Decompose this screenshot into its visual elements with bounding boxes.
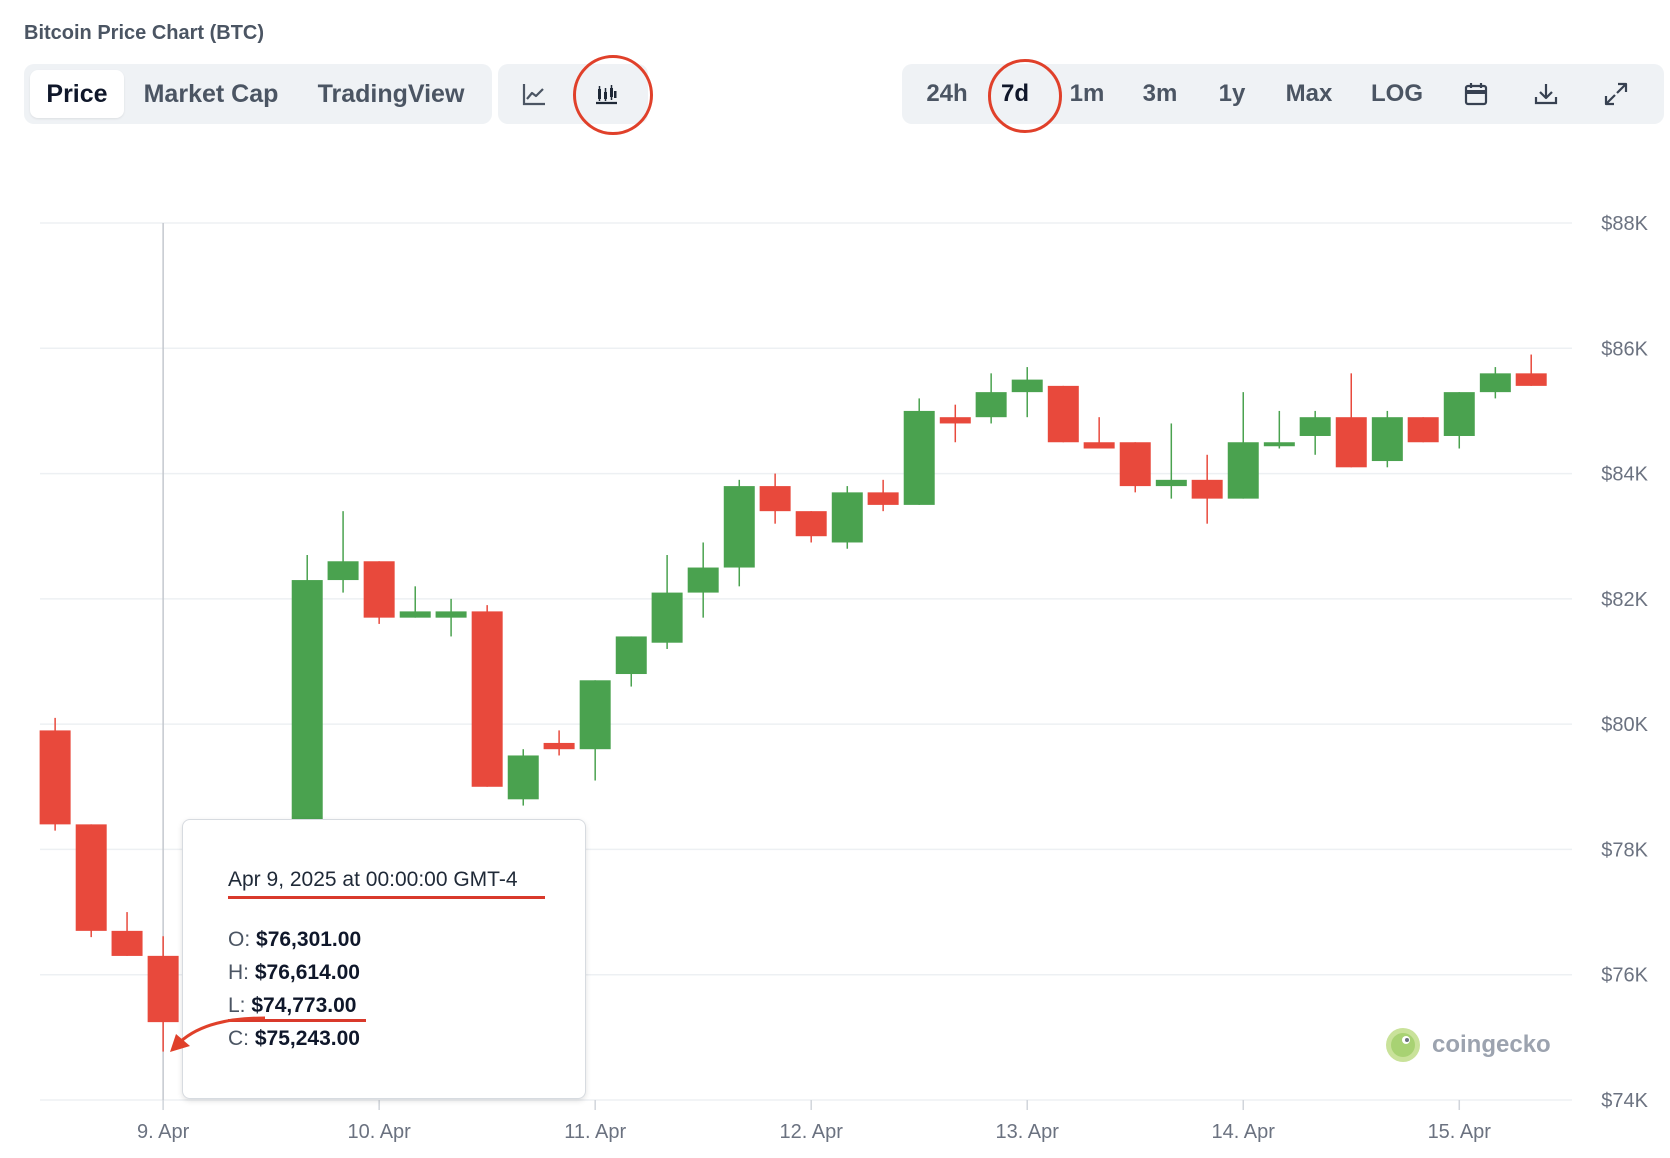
candle-down[interactable] (471, 611, 503, 787)
candle-up[interactable] (1479, 373, 1511, 393)
candle-up[interactable] (1443, 392, 1475, 436)
candle-down[interactable] (543, 742, 575, 750)
tooltip-close: C: $75,243.00 (228, 1027, 360, 1050)
tooltip-date-underline (228, 896, 545, 899)
y-tick-label: $78K (1601, 839, 1648, 861)
range-log[interactable]: LOG (1371, 80, 1423, 107)
candle-up[interactable] (1263, 442, 1295, 447)
candle-up[interactable] (831, 492, 863, 543)
candle-up[interactable] (435, 611, 467, 618)
candle-up[interactable] (579, 680, 611, 750)
candlestick-chart-button[interactable] (586, 74, 626, 114)
download-button[interactable] (1526, 74, 1566, 114)
fullscreen-button[interactable] (1596, 74, 1636, 114)
candle-down[interactable] (795, 511, 827, 537)
candle-up[interactable] (1371, 417, 1403, 462)
tab-tradingview[interactable]: TradingView (317, 80, 465, 108)
y-tick-label: $76K (1601, 965, 1648, 987)
candlestick-chart-icon (596, 85, 617, 105)
candle-down[interactable] (363, 561, 395, 618)
line-chart-icon (522, 84, 545, 106)
candle-down[interactable] (1083, 442, 1115, 449)
candle-up[interactable] (651, 592, 683, 643)
x-tick-label: 11. Apr (564, 1121, 626, 1143)
candle-down[interactable] (1119, 442, 1151, 487)
x-tick-label: 12. Apr (780, 1121, 844, 1143)
candle-up[interactable] (723, 486, 755, 568)
candle-down[interactable] (147, 955, 179, 1023)
candle-up[interactable] (903, 410, 935, 505)
download-icon (1534, 84, 1558, 105)
date-range-button[interactable] (1456, 74, 1496, 114)
candle-up[interactable] (615, 636, 647, 675)
range-1y[interactable]: 1y (1218, 80, 1246, 107)
y-tick-label: $86K (1601, 338, 1648, 360)
candle-down[interactable] (111, 930, 143, 956)
expand-icon (1604, 82, 1628, 106)
x-tick-label: 14. Apr (1212, 1121, 1276, 1143)
candle-down[interactable] (867, 492, 899, 505)
candle-up[interactable] (1227, 442, 1259, 499)
coingecko-wordmark: coingecko (1432, 1031, 1551, 1058)
candle-up[interactable] (291, 580, 323, 862)
gecko-icon (1386, 1028, 1420, 1062)
candle-down[interactable] (939, 417, 971, 424)
tooltip-high: H: $76,614.00 (228, 961, 360, 984)
range-24h[interactable]: 24h (926, 80, 968, 107)
candle-up[interactable] (507, 755, 539, 800)
range-3m[interactable]: 3m (1142, 80, 1178, 107)
tab-price[interactable]: Price (30, 70, 124, 118)
page-title: Bitcoin Price Chart (BTC) (24, 22, 265, 44)
range-selector: 24h 7d 1m 3m 1y Max LOG (902, 64, 1664, 124)
candle-down[interactable] (39, 730, 71, 825)
x-tick-label: 15. Apr (1428, 1121, 1492, 1143)
candle-down[interactable] (1515, 373, 1547, 386)
candle-down[interactable] (1407, 417, 1439, 443)
y-tick-label: $80K (1601, 714, 1648, 736)
y-tick-label: $88K (1601, 213, 1648, 235)
range-1m[interactable]: 1m (1069, 80, 1105, 107)
candle-up[interactable] (975, 392, 1007, 418)
candle-up[interactable] (327, 561, 359, 581)
tooltip-open: O: $76,614.00$76,301.00 (228, 928, 362, 951)
candle-down[interactable] (1191, 479, 1223, 499)
candle-down[interactable] (1335, 417, 1367, 468)
candle-down[interactable] (75, 824, 107, 931)
range-max[interactable]: Max (1285, 80, 1333, 107)
tooltip-low-underline (228, 1019, 366, 1022)
line-chart-button[interactable] (514, 74, 554, 114)
candle-down[interactable] (1047, 385, 1079, 443)
y-tick-label: $74K (1601, 1090, 1648, 1112)
x-tick-label: 13. Apr (996, 1121, 1060, 1143)
tooltip-date: Apr 9, 2025 at 00:00:00 GMT-4 (228, 868, 518, 891)
annotation-arrow (170, 1016, 266, 1052)
tooltip-low: L: $74,773.00 (228, 994, 357, 1017)
y-tick-label: $82K (1601, 589, 1648, 611)
y-tick-label: $84K (1601, 464, 1648, 486)
candle-up[interactable] (687, 567, 719, 593)
x-tick-label: 9. Apr (137, 1121, 190, 1143)
view-tabs: Price Market Cap TradingView (24, 64, 492, 124)
tab-market-cap[interactable]: Market Cap (143, 80, 279, 108)
candle-up[interactable] (399, 611, 431, 618)
calendar-icon (1464, 83, 1488, 106)
range-7d[interactable]: 7d (1000, 80, 1029, 107)
candle-down[interactable] (759, 486, 791, 512)
ohlc-tooltip: Apr 9, 2025 at 00:00:00 GMT-4 O: $76,614… (182, 819, 586, 1099)
candle-up[interactable] (1011, 379, 1043, 393)
candle-up[interactable] (1155, 479, 1187, 487)
coingecko-logo: coingecko (1384, 1026, 1551, 1064)
candle-up[interactable] (1299, 417, 1331, 436)
x-tick-label: 10. Apr (347, 1121, 411, 1143)
